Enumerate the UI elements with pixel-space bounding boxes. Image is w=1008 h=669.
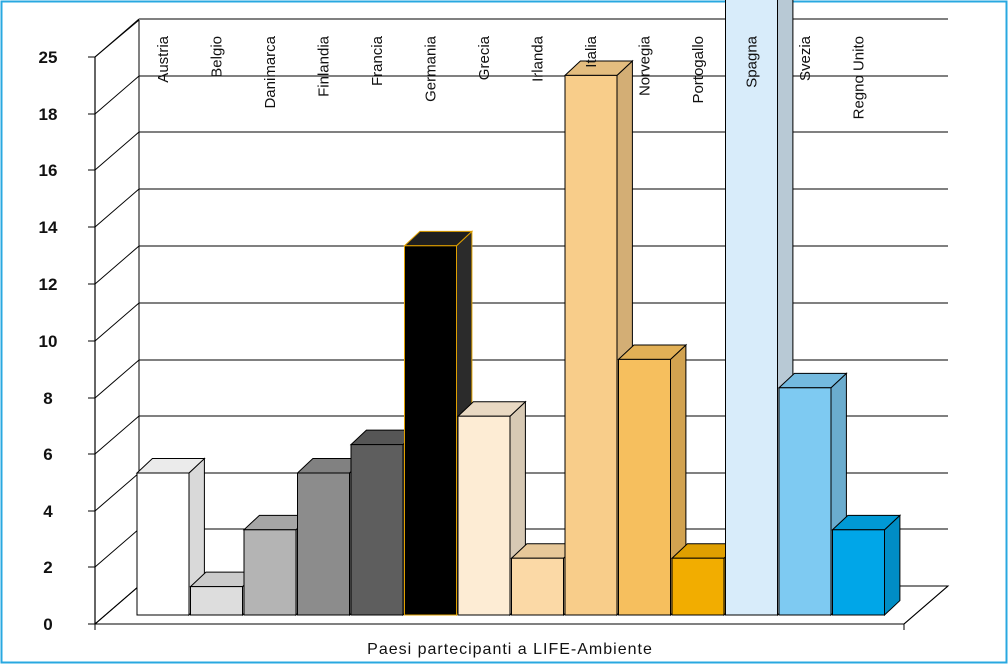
category-label: Finlandia (316, 35, 333, 97)
gridline-diagonal (94, 359, 140, 399)
bar-front (778, 387, 832, 616)
y-tick-label: 6 (43, 445, 52, 464)
gridline-diagonal (94, 75, 140, 115)
category-label: Svezia (797, 35, 814, 81)
bar-front (297, 472, 350, 616)
bar-front (190, 586, 243, 616)
y-tick-label: 16 (39, 161, 58, 180)
bar-regno-unito (831, 514, 902, 617)
bar-front (832, 529, 885, 616)
category-label: Norvegia (637, 35, 654, 96)
gridline-diagonal (94, 131, 140, 171)
top-edge (94, 19, 140, 58)
category-label: Irlanda (530, 35, 547, 82)
bar-front (136, 472, 190, 616)
y-tick-label: 25 (39, 48, 58, 67)
x-axis-label: Paesi partecipanti a LIFE-Ambiente (367, 641, 653, 658)
category-label: Francia (369, 35, 386, 86)
bar-front (457, 415, 511, 616)
y-tick-label: 8 (43, 389, 52, 408)
y-tick-label: 12 (39, 275, 58, 294)
category-label: Belgio (209, 36, 226, 78)
gridline-diagonal (94, 472, 140, 512)
category-label: Spagna (744, 35, 761, 87)
category-label: Portogallo (690, 36, 707, 104)
y-tick-label: 14 (39, 218, 58, 237)
bar-norvegia (617, 343, 688, 617)
bar-austria (135, 457, 206, 617)
gridline-diagonal (94, 415, 140, 455)
bar-front (404, 245, 457, 616)
y-tick-label: 4 (43, 502, 53, 521)
category-label: Austria (155, 35, 172, 82)
floor-edge (903, 585, 949, 625)
category-label: Italia (583, 35, 600, 67)
y-tick-label: 2 (43, 558, 52, 577)
category-label: Regno Unito (851, 36, 868, 119)
bar-side (884, 514, 901, 617)
y-tick-label: 0 (43, 615, 52, 634)
bar-front (671, 557, 725, 616)
bar-front (243, 529, 297, 616)
y-tick-label: 18 (39, 105, 58, 124)
y-tick-label: 10 (39, 332, 58, 351)
floor-edge (94, 585, 140, 625)
category-label: Danimarca (262, 35, 279, 108)
bar-front (725, 0, 778, 616)
bar-front (564, 74, 618, 616)
category-label: Grecia (476, 35, 493, 80)
category-label: Germania (423, 35, 440, 102)
gridline-diagonal (94, 188, 140, 228)
gridline-diagonal (94, 302, 140, 342)
bar-front (511, 557, 564, 616)
gridline-diagonal (94, 245, 140, 285)
bar-front (350, 444, 404, 616)
bar-front (618, 358, 671, 616)
gridline-diagonal (94, 528, 140, 568)
